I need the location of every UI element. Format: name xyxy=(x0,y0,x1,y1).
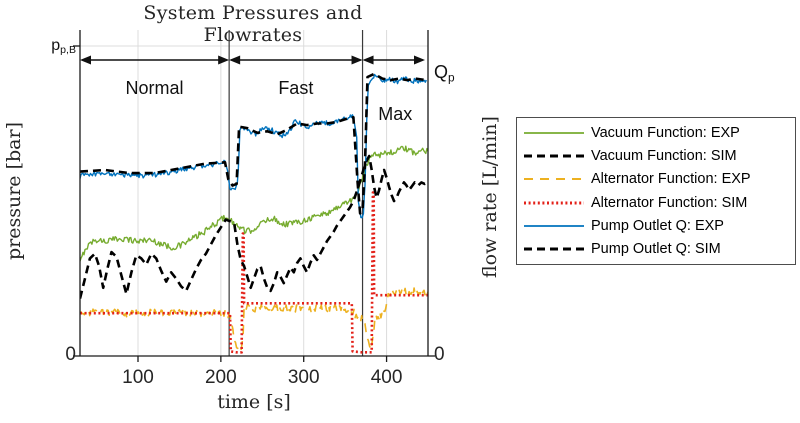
y-axis-left-label: pressure [bar] xyxy=(3,122,25,260)
series-line-1 xyxy=(80,154,428,299)
legend-line-sample xyxy=(524,178,584,181)
legend-item: Alternator Function: EXP xyxy=(523,168,791,190)
legend-item-label: Vacuum Function: SIM xyxy=(591,147,737,164)
legend-item: Vacuum Function: SIM xyxy=(523,145,791,167)
legend-item: Pump Outlet Q: EXP xyxy=(523,215,791,237)
region-label-max: Max xyxy=(378,104,413,124)
series-line-4 xyxy=(80,73,427,219)
legend-item-label: Vacuum Function: EXP xyxy=(591,124,740,141)
series-line-2 xyxy=(80,287,428,354)
legend-item-label: Pump Outlet Q: SIM xyxy=(591,241,721,258)
region-label-fast: Fast xyxy=(278,78,314,98)
legend-item-label: Pump Outlet Q: EXP xyxy=(591,217,724,234)
series-line-5 xyxy=(80,72,427,215)
legend-line-sample xyxy=(524,225,584,227)
legend-line-sample xyxy=(524,247,584,251)
legend-line-sample xyxy=(524,154,584,158)
x-tick-300: 300 xyxy=(287,367,320,388)
legend-item-label: Alternator Function: SIM xyxy=(591,194,748,211)
x-axis-label: time [s] xyxy=(217,391,291,413)
legend-box: Vacuum Function: EXP Vacuum Function: SIM… xyxy=(516,117,796,265)
legend-line-sample xyxy=(524,131,584,134)
legend-item-label: Alternator Function: EXP xyxy=(591,171,751,188)
region-label-normal: Normal xyxy=(125,78,184,98)
legend-item: Vacuum Function: EXP xyxy=(523,122,791,144)
x-tick-200: 200 xyxy=(204,367,237,388)
legend-item: Pump Outlet Q: SIM xyxy=(523,238,791,260)
legend-item: Alternator Function: SIM xyxy=(523,192,791,214)
flow-ref-label: Qp xyxy=(434,62,455,85)
y-left-zero-tick: 0 xyxy=(65,344,76,365)
chart-title: System Pressures and Flowrates xyxy=(143,2,363,46)
pressure-ref-label: pp,B xyxy=(51,37,76,57)
legend-line-sample xyxy=(524,201,584,205)
y-axis-right-label: flow rate [L/min] xyxy=(479,116,501,278)
series-line-0 xyxy=(80,145,428,262)
x-tick-400: 400 xyxy=(370,367,403,388)
series-line-3 xyxy=(80,191,428,354)
y-right-zero-tick: 0 xyxy=(434,344,445,365)
x-tick-100: 100 xyxy=(122,367,154,388)
